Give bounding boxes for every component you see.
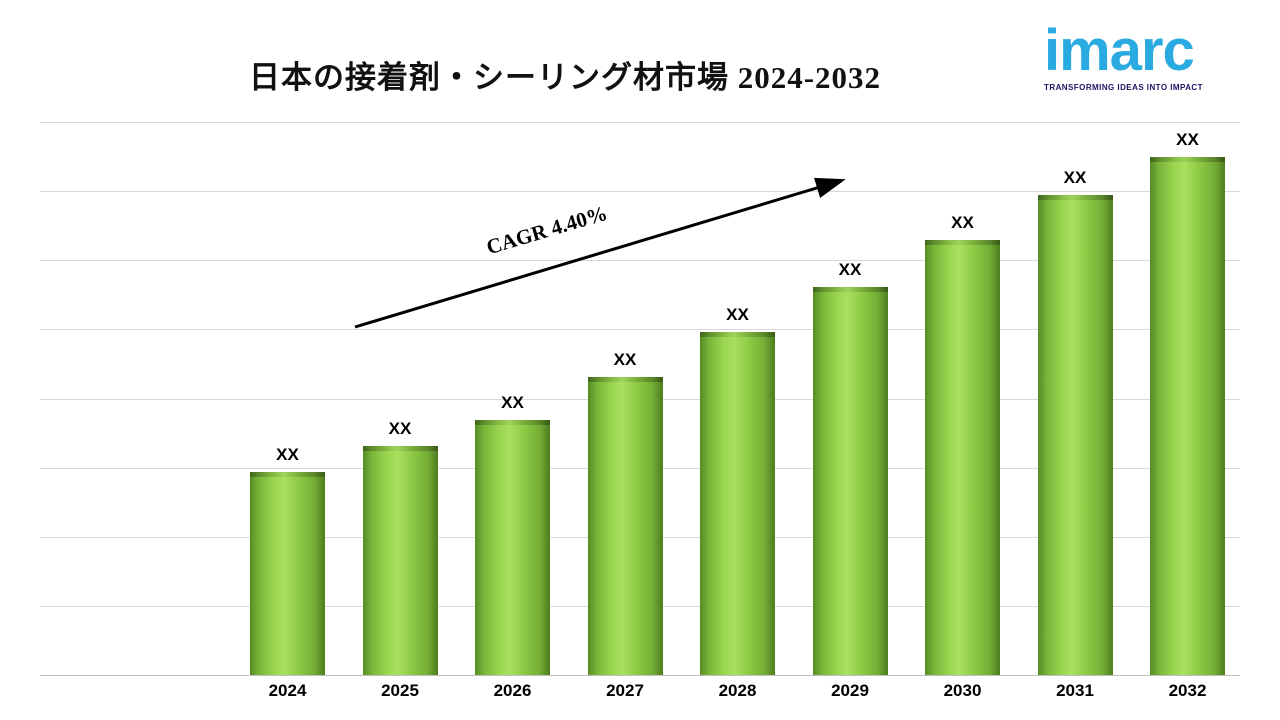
bar-value-label: XX — [838, 260, 862, 279]
x-axis-label-2027: 2027 — [606, 681, 644, 700]
bar-value-label: XX — [1063, 168, 1087, 187]
bar-2031: XX — [1037, 168, 1113, 675]
chart-title: 日本の接着剤・シーリング材市場 2024-2032 — [248, 60, 882, 95]
imarc-logo: imarc TRANSFORMING IDEAS INTO IMPACT — [1044, 18, 1236, 93]
x-axis-label-2029: 2029 — [831, 681, 869, 700]
bar-2029: XX — [812, 260, 888, 675]
logo-wordmark: imarc — [1044, 18, 1195, 83]
gridline — [40, 675, 1240, 676]
x-axis-label-2024: 2024 — [268, 681, 307, 700]
x-axis-label-2031: 2031 — [1056, 681, 1094, 700]
x-axis-label-2026: 2026 — [493, 681, 532, 700]
bar-2030: XX — [925, 213, 1000, 675]
gridline — [40, 122, 1240, 123]
bar-2025: XX — [362, 419, 438, 675]
plot-area: XX XX XX XX XX XX XX XX XX CAGR 4.40% — [40, 122, 1240, 676]
bar-2026: XX — [475, 393, 550, 675]
x-axis-label-2032: 2032 — [1168, 681, 1207, 700]
bar-2027: XX — [587, 350, 663, 675]
bar-value-label: XX — [1176, 130, 1199, 149]
x-axis-labels: 2024 2025 2026 2027 2028 2029 2030 2031 2032 — [40, 681, 1240, 705]
bar-value-label: XX — [276, 445, 299, 464]
bar-value-label: XX — [613, 350, 637, 369]
bar-2028: XX — [700, 305, 775, 675]
cagr-annotation: CAGR 4.40% — [483, 200, 611, 260]
bar-2032: XX — [1150, 130, 1225, 675]
x-axis-label-2028: 2028 — [718, 681, 757, 700]
x-axis-label-2030: 2030 — [943, 681, 982, 700]
bar-value-label: XX — [388, 419, 412, 438]
logo-tagline: TRANSFORMING IDEAS INTO IMPACT — [1044, 83, 1203, 92]
bar-value-label: XX — [726, 305, 749, 324]
x-axis-label-2025: 2025 — [381, 681, 419, 700]
bar-2024: XX — [250, 445, 325, 675]
gridline — [40, 329, 1240, 331]
bar-value-label: XX — [501, 393, 524, 413]
bar-value-label: XX — [951, 213, 974, 232]
